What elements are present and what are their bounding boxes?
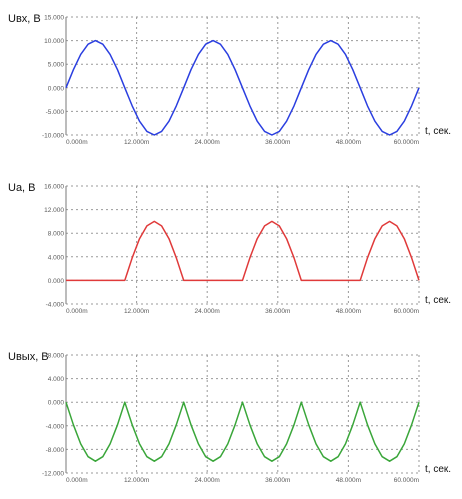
y-tick-label: -5.000	[46, 109, 65, 116]
y-tick-label: 5.000	[48, 62, 65, 69]
y-tick-label: -4.000	[46, 302, 65, 309]
y-tick-label: 10.000	[44, 38, 64, 45]
x-tick-label: 0.000m	[66, 477, 88, 484]
y-tick-label: -4.000	[46, 423, 65, 430]
y-tick-label: 12.000	[44, 207, 64, 214]
series-line	[65, 39, 420, 136]
x-tick-label: 24.000m	[195, 477, 220, 484]
y-tick-label: 0.000	[48, 278, 65, 285]
y-tick-label: 8.000	[48, 353, 65, 360]
x-tick-label: 12.000m	[124, 477, 149, 484]
y-tick-label: -10.000	[42, 133, 64, 140]
chart-panel-1: -10.000 -5.000 0.000 5.000 10.000 15.000 0.000…	[8, 13, 451, 146]
y-tick-label: 0.000	[48, 400, 65, 407]
chart-panel-2: -4.000 0.000 4.000 8.000 12.000 16.000 0.000m 1…	[8, 182, 451, 315]
x-tick-label: 24.000m	[195, 139, 220, 146]
y-tick-label: 15.000	[44, 15, 64, 22]
x-tick-label: 60.000m	[394, 477, 419, 484]
x-tick-label: 48.000m	[336, 477, 361, 484]
x-axis-label: t, сек.	[425, 464, 451, 475]
x-tick-label: 48.000m	[336, 139, 361, 146]
y-axis-label: Ua, В	[8, 182, 36, 194]
y-tick-label: 8.000	[48, 231, 65, 238]
x-tick-label: 0.000m	[66, 308, 88, 315]
y-tick-label: -8.000	[46, 447, 65, 454]
x-tick-label: 60.000m	[394, 308, 419, 315]
series-line	[65, 401, 420, 462]
x-axis-label: t, сек.	[425, 126, 451, 137]
chart-panel-3: -12.000 -8.000 -4.000 0.000 4.000 8.000 0.000m…	[8, 351, 451, 484]
series-line	[66, 220, 420, 282]
x-tick-label: 12.000m	[124, 139, 149, 146]
y-tick-label: 4.000	[48, 254, 65, 261]
x-tick-label: 48.000m	[336, 308, 361, 315]
x-tick-label: 12.000m	[124, 308, 149, 315]
y-axis-label: Uвых, В	[8, 351, 49, 363]
x-tick-label: 0.000m	[66, 139, 88, 146]
x-tick-label: 24.000m	[195, 308, 220, 315]
y-tick-label: 16.000	[44, 184, 64, 191]
x-axis-label: t, сек.	[425, 295, 451, 306]
x-tick-label: 60.000m	[394, 139, 419, 146]
x-tick-label: 36.000m	[265, 308, 290, 315]
y-tick-label: 4.000	[48, 376, 65, 383]
x-tick-label: 36.000m	[265, 139, 290, 146]
y-axis-label: Uвх, В	[8, 13, 41, 25]
y-tick-label: -12.000	[42, 471, 64, 478]
x-tick-label: 36.000m	[265, 477, 290, 484]
y-tick-label: 0.000	[48, 85, 65, 92]
